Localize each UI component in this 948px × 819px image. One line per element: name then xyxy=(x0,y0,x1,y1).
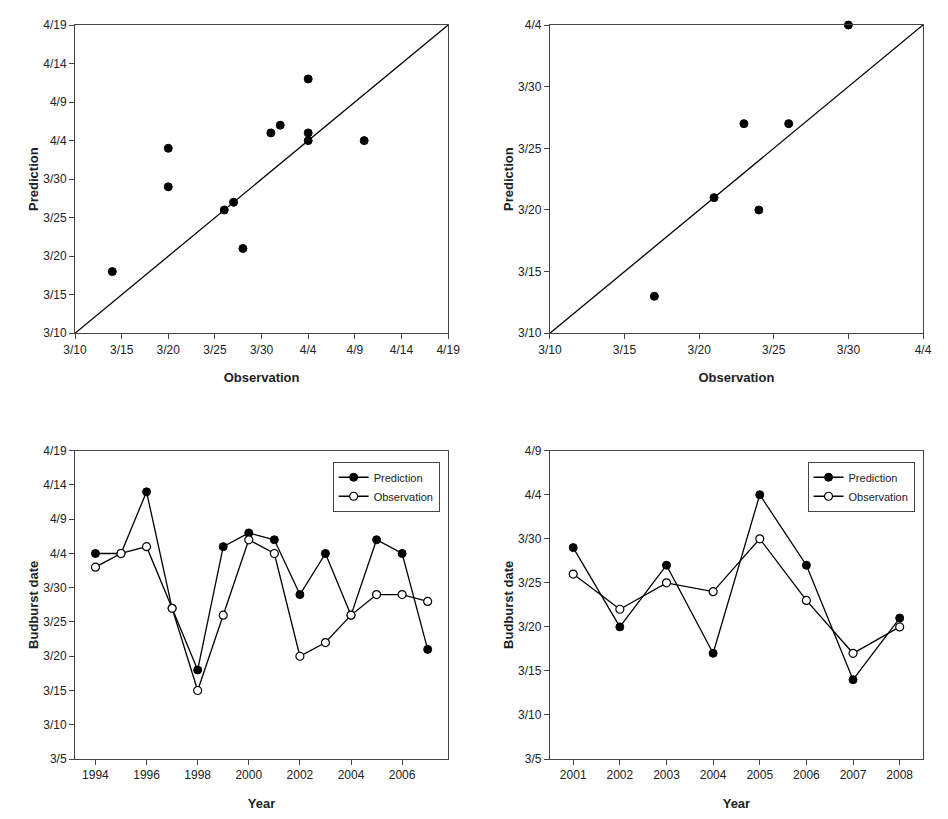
svg-text:4/19: 4/19 xyxy=(436,343,460,357)
svg-text:Prediction: Prediction xyxy=(374,472,423,484)
svg-text:1996: 1996 xyxy=(133,768,160,782)
svg-text:3/15: 3/15 xyxy=(43,684,67,698)
svg-text:Observation: Observation xyxy=(849,491,908,503)
svg-text:Year: Year xyxy=(248,796,275,811)
svg-text:3/15: 3/15 xyxy=(518,265,542,279)
svg-text:3/15: 3/15 xyxy=(518,664,542,678)
svg-text:4/4: 4/4 xyxy=(525,18,542,32)
svg-text:3/30: 3/30 xyxy=(43,172,67,186)
svg-text:4/9: 4/9 xyxy=(50,512,67,526)
svg-text:4/19: 4/19 xyxy=(43,18,67,32)
svg-text:3/25: 3/25 xyxy=(43,615,67,629)
svg-text:Prediction: Prediction xyxy=(501,147,516,211)
svg-text:2002: 2002 xyxy=(606,768,633,782)
svg-text:2000: 2000 xyxy=(235,768,262,782)
svg-text:2003: 2003 xyxy=(653,768,680,782)
svg-text:2006: 2006 xyxy=(793,768,820,782)
svg-text:3/15: 3/15 xyxy=(43,288,67,302)
svg-text:4/4: 4/4 xyxy=(915,343,932,357)
svg-text:3/25: 3/25 xyxy=(43,211,67,225)
svg-text:3/10: 3/10 xyxy=(43,326,67,340)
svg-text:2005: 2005 xyxy=(746,768,773,782)
svg-text:3/30: 3/30 xyxy=(518,80,542,94)
svg-text:4/4: 4/4 xyxy=(300,343,317,357)
svg-text:3/20: 3/20 xyxy=(687,343,711,357)
svg-text:Observation: Observation xyxy=(224,370,300,385)
svg-text:4/19: 4/19 xyxy=(43,444,67,458)
svg-text:2008: 2008 xyxy=(886,768,913,782)
svg-text:4/14: 4/14 xyxy=(390,343,414,357)
svg-text:2001: 2001 xyxy=(560,768,587,782)
svg-text:3/10: 3/10 xyxy=(518,708,542,722)
svg-text:3/20: 3/20 xyxy=(43,249,67,263)
svg-text:4/4: 4/4 xyxy=(50,547,67,561)
svg-text:4/14: 4/14 xyxy=(43,478,67,492)
svg-text:1998: 1998 xyxy=(184,768,211,782)
svg-text:3/30: 3/30 xyxy=(250,343,274,357)
svg-text:2002: 2002 xyxy=(287,768,314,782)
svg-text:Year: Year xyxy=(723,796,750,811)
svg-text:2006: 2006 xyxy=(389,768,416,782)
svg-text:4/9: 4/9 xyxy=(50,95,67,109)
svg-text:1994: 1994 xyxy=(82,768,109,782)
svg-text:2004: 2004 xyxy=(338,768,365,782)
svg-text:3/15: 3/15 xyxy=(110,343,134,357)
svg-text:3/20: 3/20 xyxy=(518,620,542,634)
svg-text:Budburst date: Budburst date xyxy=(501,561,516,649)
svg-text:4/9: 4/9 xyxy=(525,444,542,458)
svg-text:Prediction: Prediction xyxy=(26,147,41,211)
svg-text:3/5: 3/5 xyxy=(525,752,542,766)
svg-text:3/25: 3/25 xyxy=(518,142,542,156)
svg-text:3/10: 3/10 xyxy=(43,718,67,732)
svg-text:3/10: 3/10 xyxy=(538,343,562,357)
svg-text:3/25: 3/25 xyxy=(203,343,227,357)
svg-text:3/25: 3/25 xyxy=(518,576,542,590)
svg-text:3/25: 3/25 xyxy=(762,343,786,357)
svg-text:4/4: 4/4 xyxy=(50,134,67,148)
svg-text:3/30: 3/30 xyxy=(518,532,542,546)
svg-text:Observation: Observation xyxy=(374,491,433,503)
svg-text:3/10: 3/10 xyxy=(518,326,542,340)
svg-text:3/20: 3/20 xyxy=(518,203,542,217)
svg-text:Budburst date: Budburst date xyxy=(26,561,41,649)
svg-text:4/4: 4/4 xyxy=(525,488,542,502)
svg-text:3/30: 3/30 xyxy=(837,343,861,357)
svg-text:2004: 2004 xyxy=(700,768,727,782)
svg-text:2007: 2007 xyxy=(840,768,867,782)
svg-text:3/15: 3/15 xyxy=(613,343,637,357)
svg-text:4/14: 4/14 xyxy=(43,57,67,71)
svg-text:3/10: 3/10 xyxy=(63,343,87,357)
svg-text:Observation: Observation xyxy=(699,370,775,385)
svg-text:3/20: 3/20 xyxy=(43,649,67,663)
svg-text:3/30: 3/30 xyxy=(43,581,67,595)
svg-text:4/9: 4/9 xyxy=(346,343,363,357)
svg-text:Prediction: Prediction xyxy=(849,472,898,484)
svg-text:3/20: 3/20 xyxy=(157,343,181,357)
svg-text:3/5: 3/5 xyxy=(50,752,67,766)
